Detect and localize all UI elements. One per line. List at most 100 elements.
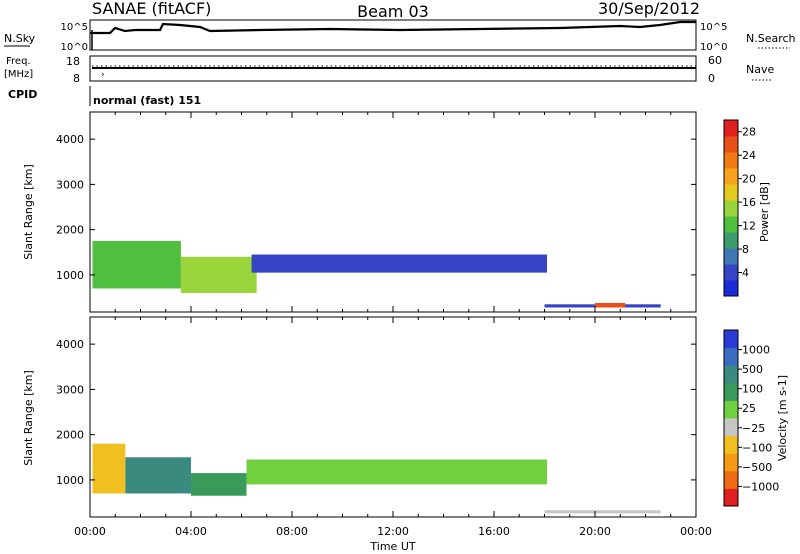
power-colorbar-swatches [724,120,738,297]
power-ytick-label-0: 1000 [56,269,84,282]
noise-tick-left-bottom: 10^0 [61,42,88,53]
velocity-colorbar-swatch-2 [724,453,738,472]
nave-label: Nave [746,63,774,76]
power-region-0 [92,240,181,289]
power-colorbar-swatch-10 [724,120,738,137]
nsearch-label: N.Search [746,32,796,45]
power-colorbar-tick-label-3: 16 [742,196,756,209]
velocity-colorbar-swatch-1 [724,470,738,489]
power-panel: 1000 2000 3000 4000 Slant Range [km] [22,111,697,313]
power-colorbar-tick-label-0: 4 [742,267,749,280]
velocity-colorbar-swatch-6 [724,382,738,401]
velocity-colorbar-swatch-3 [724,435,738,454]
noise-panel: N.Sky 10^5 10^0 10^5 10^0 N.Search [4,19,796,53]
power-colorbar-swatch-5 [724,200,738,217]
freq-tick-bottom: 8 [73,72,80,85]
velocity-colorbar-swatch-8 [724,347,738,366]
power-colorbar-frame [723,119,739,297]
velocity-region-1 [125,457,191,494]
velocity-panel: 1000 2000 3000 4000 00:00 04:00 08:00 12:00 16:0… [22,316,712,553]
velocity-ylabel: Slant Range [km] [22,370,35,466]
velocity-colorbar-tick-label-3: 25 [742,402,756,415]
freq-glitch-mark: › [101,70,105,80]
power-colorbar-swatch-9 [724,136,738,153]
velocity-data-layer [92,443,661,514]
power-region-4 [595,302,626,308]
power-colorbar-tick-label-6: 28 [742,126,756,139]
velocity-xtick-label-1: 04:00 [175,525,207,538]
power-colorbar-ticks: 4 8 12 16 20 24 28 [738,126,756,280]
velocity-colorbar-swatch-5 [724,400,738,419]
power-colorbar: 4 8 12 16 20 24 28 Power [dB] [723,119,771,297]
cpid-value: normal (fast) 151 [93,94,201,107]
velocity-xtick-label-0: 00:00 [74,525,106,538]
power-ytick-label-3: 4000 [56,133,84,146]
velocity-region-2 [191,473,247,496]
power-colorbar-tick-label-1: 8 [742,243,749,256]
velocity-colorbar-swatch-4 [724,418,738,437]
velocity-ytick-label-1: 2000 [56,429,84,442]
noise-tick-left-top: 10^5 [61,22,88,33]
velocity-axis: 1000 2000 3000 4000 00:00 04:00 08:00 12:00 16:0… [56,317,712,538]
velocity-colorbar-swatches [724,330,738,507]
power-ytick-label-2: 3000 [56,178,84,191]
freq-label: Freq. [6,56,31,67]
velocity-colorbar-tick-label-2: 100 [742,383,763,396]
velocity-colorbar-tick-label-0: 1000 [742,344,770,357]
power-ytick-label-1: 2000 [56,224,84,237]
velocity-colorbar-frame [723,329,739,507]
velocity-xtick-label-2: 08:00 [276,525,308,538]
power-colorbar-tick-label-5: 24 [742,149,756,162]
power-data-layer [92,240,661,308]
velocity-colorbar-label: Velocity [m s-1] [776,375,789,461]
velocity-colorbar-ticks: 1000 500 100 25 −25 −100 −500 −1000 [738,344,779,493]
velocity-xtick-label-4: 16:00 [478,525,510,538]
velocity-colorbar-tick-label-5: −100 [742,441,772,454]
freq-panel: Freq. [MHz] 18 8 60 0 Nave › [4,54,774,85]
power-colorbar-swatch-7 [724,168,738,185]
power-region-2 [251,254,548,273]
cpid-label: CPID [8,88,37,101]
velocity-colorbar-tick-label-7: −1000 [742,480,779,493]
velocity-colorbar-swatch-9 [724,330,738,349]
velocity-colorbar-tick-label-1: 500 [742,363,763,376]
power-colorbar-swatch-4 [724,216,738,233]
power-colorbar-tick-label-4: 20 [742,173,756,186]
power-colorbar-label: Power [dB] [758,182,771,242]
nave-tick-bottom: 0 [708,72,715,85]
velocity-colorbar-swatch-0 [724,488,738,507]
power-colorbar-tick-label-2: 12 [742,220,756,233]
noise-tick-right-bottom: 10^0 [700,42,727,53]
velocity-xlabel: Time UT [369,540,415,553]
velocity-xtick-label-5: 20:00 [579,525,611,538]
power-colorbar-swatch-3 [724,232,738,249]
velocity-colorbar: 1000 500 100 25 −25 −100 −500 −1000 Velocity [m… [723,329,789,507]
velocity-xtick-label-3: 12:00 [377,525,409,538]
noise-sky-series [90,20,696,35]
velocity-ytick-label-2: 3000 [56,383,84,396]
nave-tick-top: 60 [708,54,722,67]
power-colorbar-swatch-1 [724,264,738,281]
power-colorbar-swatch-6 [724,184,738,201]
freq-unit-label: [MHz] [4,69,33,80]
power-ylabel: Slant Range [km] [22,164,35,260]
velocity-region-4 [544,510,661,514]
velocity-region-3 [246,459,548,485]
velocity-ytick-label-0: 1000 [56,474,84,487]
power-colorbar-swatch-0 [724,280,738,297]
station-title: SANAE (fitACF) [92,0,211,18]
power-colorbar-swatch-8 [724,152,738,169]
freq-tick-top: 18 [66,55,80,68]
noise-tick-right-top: 10^5 [700,22,727,33]
velocity-colorbar-tick-label-6: −500 [742,461,772,474]
nsky-label: N.Sky [4,32,36,45]
velocity-region-0 [92,443,126,494]
power-axis: 1000 2000 3000 4000 [56,112,697,312]
velocity-ytick-label-3: 4000 [56,338,84,351]
velocity-colorbar-swatch-7 [724,365,738,384]
velocity-colorbar-tick-label-4: −25 [742,422,765,435]
power-colorbar-swatch-2 [724,248,738,265]
power-region-1 [180,256,257,293]
beam-label: Beam 03 [357,2,429,21]
